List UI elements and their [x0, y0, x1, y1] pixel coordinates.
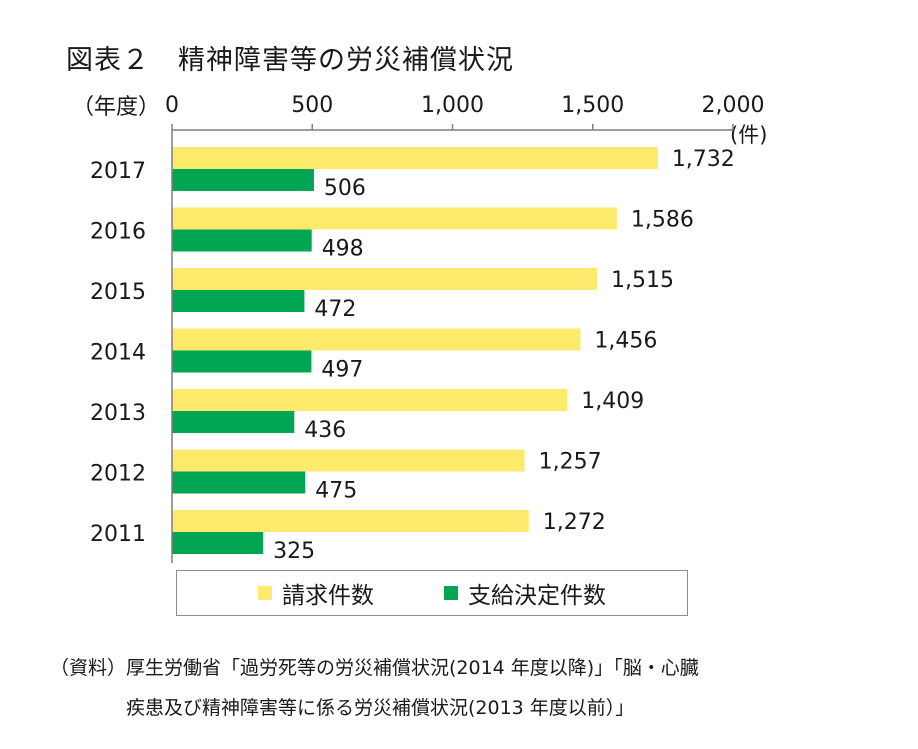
source-line-1: （資料）厚生労働省「過労死等の労災補償状況(2014 年度以降)」「脳・心臓	[50, 657, 699, 679]
bar-claims-2016	[172, 207, 617, 230]
category-label-2016: 2016	[90, 220, 146, 245]
x-axis-unit-label: (件)	[730, 123, 767, 147]
data-label-claims-2014: 1,456	[594, 329, 657, 354]
data-label-claims-2011: 1,272	[543, 510, 606, 535]
bar-claims-2015	[172, 268, 597, 290]
bar-claims-2012	[172, 449, 525, 472]
bar-approved-2011	[172, 532, 264, 554]
legend-item-claims: 請求件数	[258, 576, 374, 610]
data-label-approved-2012: 475	[315, 479, 357, 504]
bar-claims-2013	[172, 389, 568, 411]
figure-title: 図表２ 精神障害等の労災補償状況	[66, 45, 514, 76]
legend-swatch-claims	[258, 586, 272, 600]
source-note: （資料）厚生労働省「過労死等の労災補償状況(2014 年度以降)」「脳・心臓 疾…	[50, 648, 699, 728]
category-label-2013: 2013	[90, 401, 146, 426]
bar-approved-2016	[172, 229, 312, 252]
data-label-approved-2017: 506	[324, 176, 366, 201]
legend-item-approved: 支給決定件数	[444, 576, 606, 610]
x-tick-label-1500: 1,500	[561, 93, 624, 118]
legend-swatch-approved	[444, 586, 458, 600]
bar-chart: （年度） (件) 0 500 1,000 1,500 2,000 1,732 506 201…	[72, 93, 767, 564]
y-axis-label: （年度）	[72, 95, 160, 120]
data-label-claims-2017: 1,732	[672, 147, 735, 172]
data-label-approved-2013: 436	[304, 418, 346, 443]
chart-legend: 請求件数 支給決定件数	[176, 570, 688, 616]
bar-approved-2015	[172, 290, 305, 312]
bar-claims-2017	[172, 147, 658, 169]
category-label-2012: 2012	[90, 462, 146, 487]
legend-label-approved: 支給決定件数	[468, 583, 606, 609]
legend-label-claims: 請求件数	[282, 583, 374, 609]
data-label-approved-2014: 497	[321, 358, 363, 383]
bar-claims-2011	[172, 510, 529, 532]
data-label-claims-2015: 1,515	[611, 268, 674, 293]
data-label-claims-2013: 1,409	[581, 389, 644, 414]
source-line-2: 疾患及び精神障害等に係る労災補償状況(2013 年度以前）」	[126, 697, 635, 719]
data-label-approved-2011: 325	[273, 539, 315, 564]
x-tick-label-0: 0	[165, 93, 179, 118]
x-tick-label-1000: 1,000	[421, 93, 484, 118]
data-label-claims-2016: 1,586	[631, 208, 694, 233]
bar-approved-2014	[172, 350, 312, 373]
data-label-approved-2016: 498	[322, 237, 364, 262]
data-label-claims-2012: 1,257	[539, 450, 602, 475]
category-label-2017: 2017	[90, 159, 146, 184]
x-tick-label-500: 500	[291, 93, 333, 118]
category-label-2014: 2014	[90, 341, 146, 366]
data-label-approved-2015: 472	[314, 297, 356, 322]
bar-approved-2012	[172, 471, 306, 494]
category-label-2015: 2015	[90, 280, 146, 305]
bar-approved-2017	[172, 169, 314, 191]
x-tick-label-2000: 2,000	[702, 93, 765, 118]
category-label-2011: 2011	[90, 522, 146, 547]
bar-approved-2013	[172, 411, 295, 433]
bar-claims-2014	[172, 328, 581, 351]
